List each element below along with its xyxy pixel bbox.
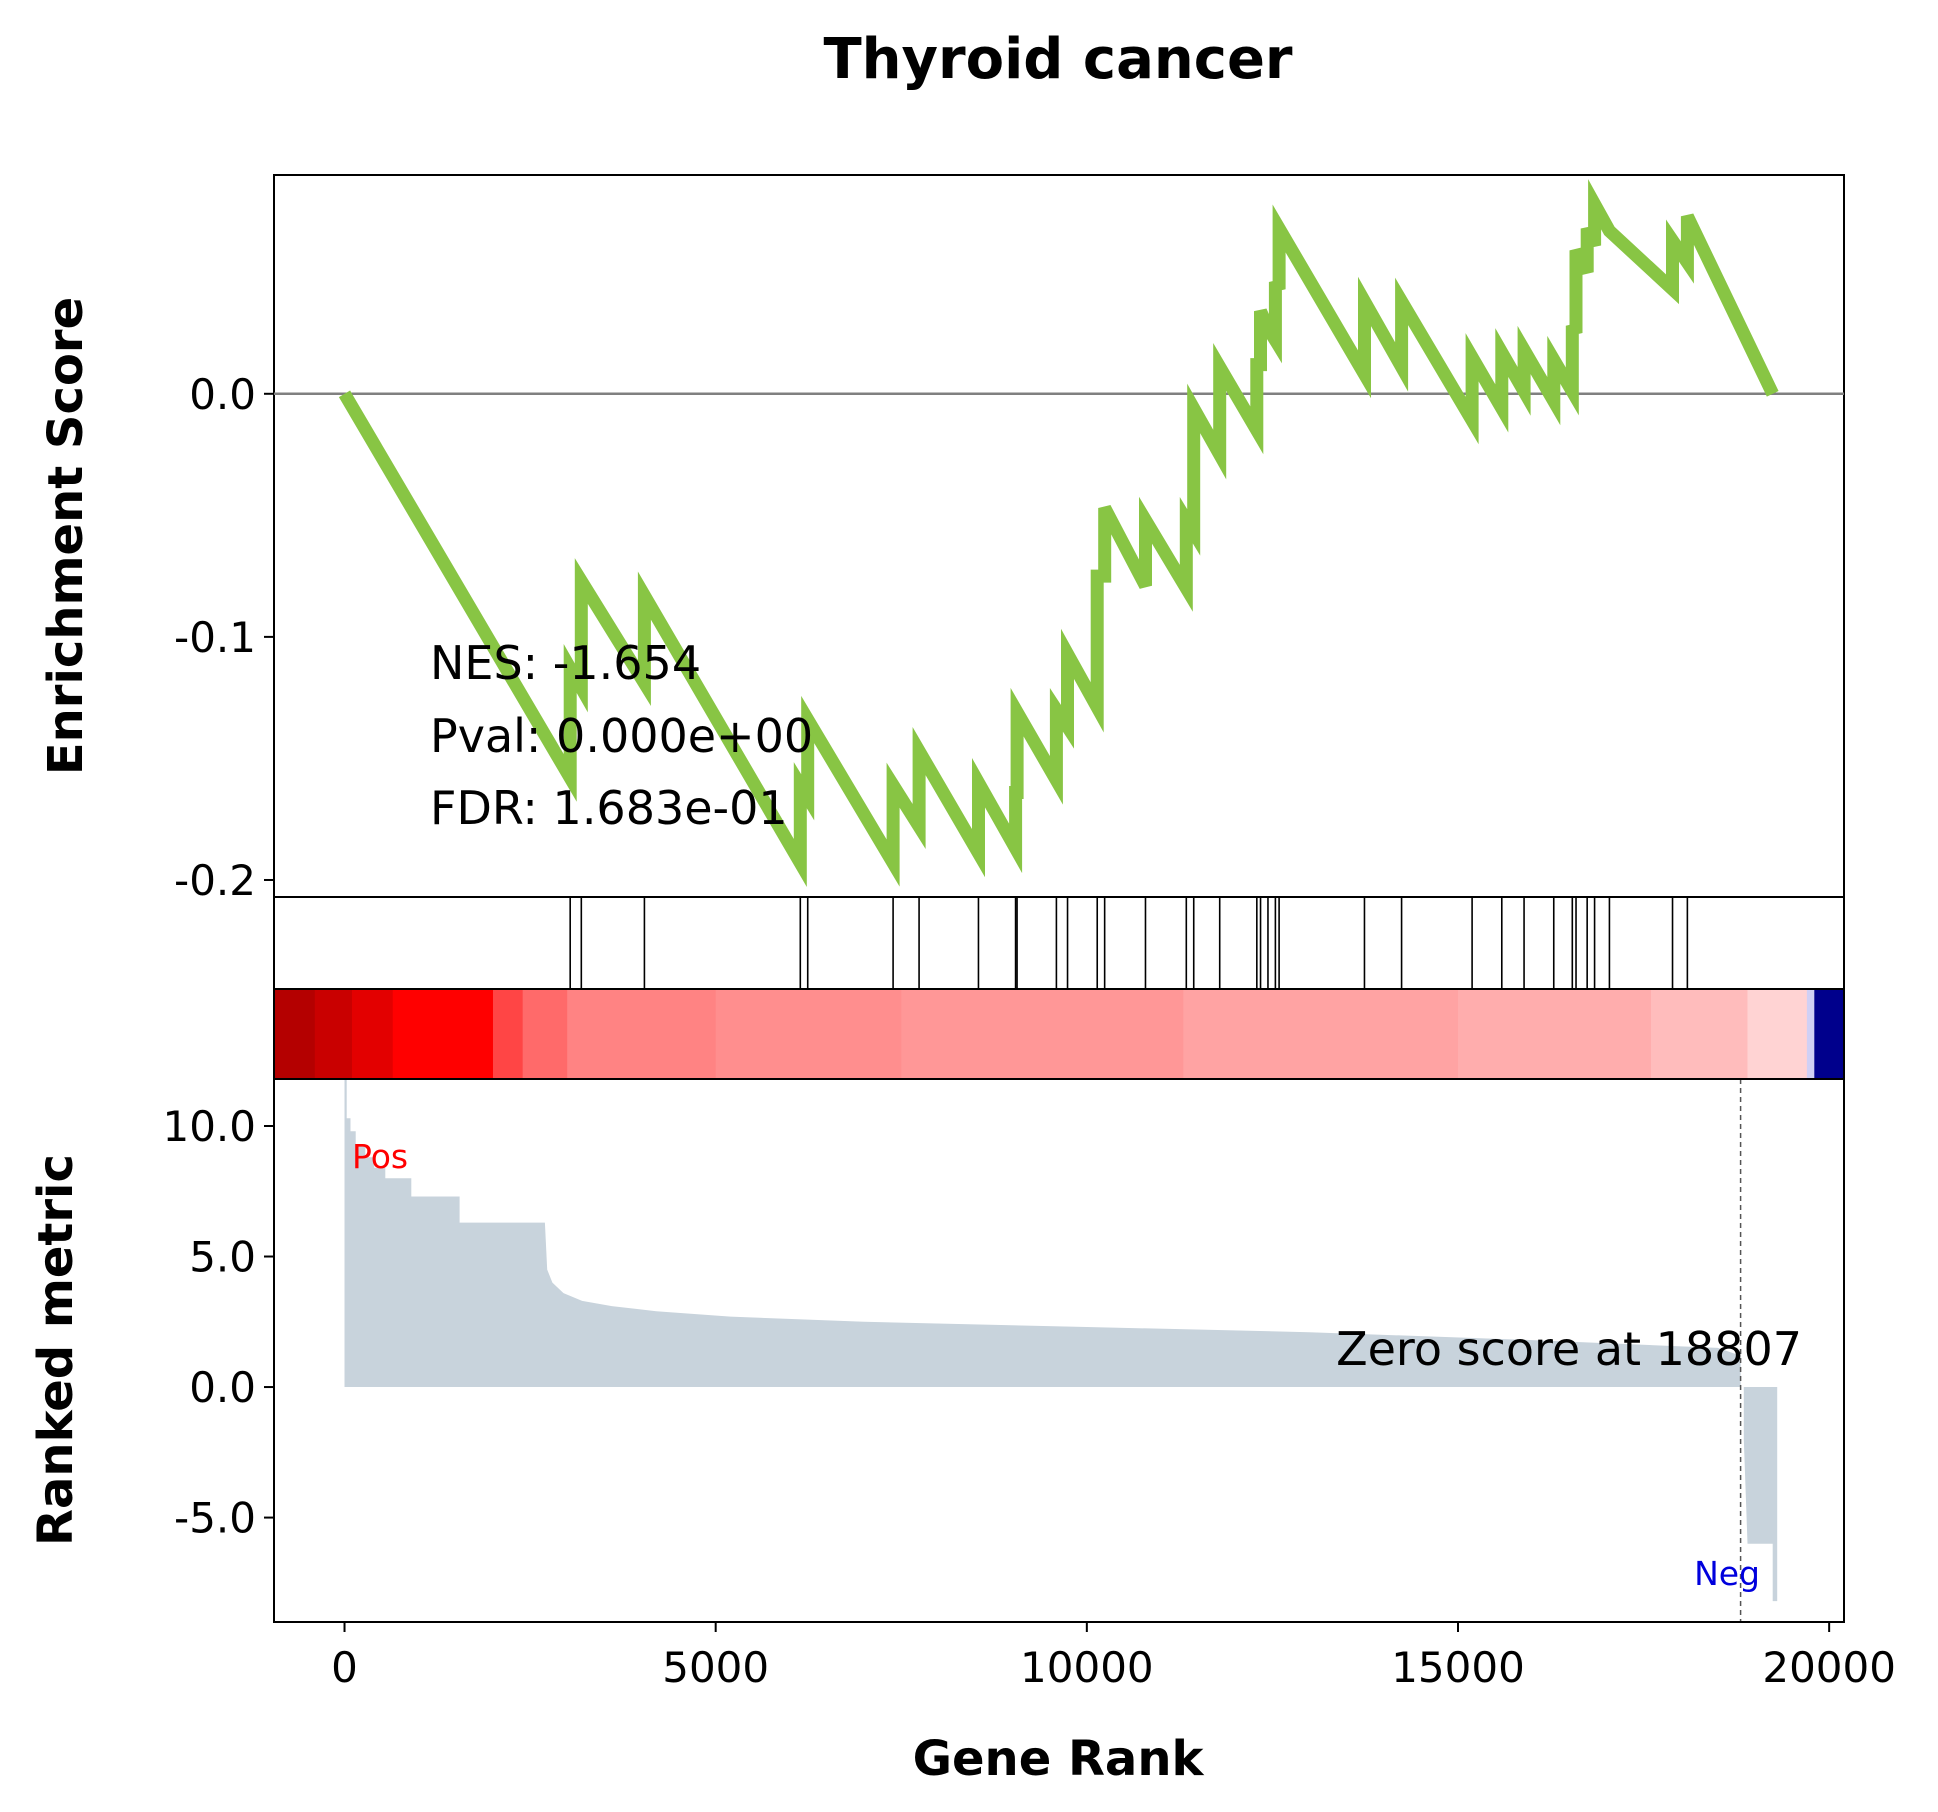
rank-heatmap bbox=[274, 989, 1845, 1079]
x-axis-ticks: 0 5000 10000 15000 20000 bbox=[331, 1622, 1896, 1692]
hits-panel bbox=[273, 896, 1845, 990]
heatmap-panel bbox=[273, 988, 1845, 1080]
enrichment-y-tick-label: -0.1 bbox=[174, 613, 256, 662]
ranked-y-tick-label: 5.0 bbox=[189, 1233, 256, 1282]
pval-label: Pval: 0.000e+00 bbox=[430, 709, 813, 763]
zero-score-label: Zero score at 18807 bbox=[1336, 1322, 1802, 1376]
ranked-y-tick-label: -5.0 bbox=[174, 1494, 256, 1543]
heatmap-band bbox=[567, 989, 717, 1079]
hits-frame bbox=[273, 896, 1845, 990]
ranked-y-tick-label: 0.0 bbox=[189, 1363, 256, 1412]
x-axis-label: Gene Rank bbox=[913, 1731, 1205, 1787]
enrichment-panel: 0.0-0.1-0.2 NES: -1.654 Pval: 0.000e+00 … bbox=[38, 174, 1845, 905]
ranked-y-axis-label: Ranked metric bbox=[28, 1154, 84, 1546]
x-tick-label: 15000 bbox=[1391, 1643, 1525, 1692]
ranked-y-ticks: 10.0 5.0 0.0 -5.0 bbox=[162, 1102, 274, 1543]
nes-label: NES: -1.654 bbox=[430, 636, 701, 690]
heatmap-band bbox=[274, 989, 316, 1079]
enrichment-score-line bbox=[338, 179, 1779, 888]
heatmap-band bbox=[1814, 989, 1845, 1079]
heatmap-band bbox=[314, 989, 353, 1079]
ranked-y-tick-label: 10.0 bbox=[162, 1102, 256, 1151]
gene-hit-marks bbox=[569, 897, 1689, 989]
neg-label: Neg bbox=[1694, 1554, 1760, 1593]
x-tick-label: 5000 bbox=[662, 1643, 769, 1692]
heatmap-band bbox=[492, 989, 524, 1079]
heatmap-band bbox=[901, 989, 1184, 1079]
enrichment-y-ticks: 0.0 -0.1 -0.2 bbox=[174, 370, 274, 905]
ranked-metric-panel: 10.05.00.0-5.0 0 5000 10000 15000 20000 Pos … bbox=[28, 1078, 1896, 1787]
x-tick-label: 0 bbox=[331, 1643, 358, 1692]
enrichment-y-tick-label: 0.0 bbox=[189, 370, 256, 419]
heatmap-band bbox=[1457, 989, 1652, 1079]
fdr-label: FDR: 1.683e-01 bbox=[430, 781, 788, 835]
x-tick-label: 10000 bbox=[1020, 1643, 1154, 1692]
heatmap-band bbox=[1747, 989, 1808, 1079]
heatmap-band bbox=[522, 989, 568, 1079]
heatmap-band bbox=[715, 989, 902, 1079]
heatmap-band bbox=[1183, 989, 1459, 1079]
chart-title: Thyroid cancer bbox=[823, 27, 1292, 92]
ranked-metric-area bbox=[344, 1079, 1778, 1602]
ranked-frame bbox=[273, 1078, 1845, 1623]
heatmap-band bbox=[351, 989, 394, 1079]
enrichment-y-axis-label: Enrichment Score bbox=[38, 297, 94, 775]
enrichment-y-tick-label: -0.2 bbox=[174, 856, 256, 905]
heatmap-band bbox=[392, 989, 494, 1079]
heatmap-band bbox=[1806, 989, 1815, 1079]
heatmap-band bbox=[1650, 989, 1748, 1079]
pos-label: Pos bbox=[352, 1137, 408, 1176]
x-tick-label: 20000 bbox=[1762, 1643, 1896, 1692]
